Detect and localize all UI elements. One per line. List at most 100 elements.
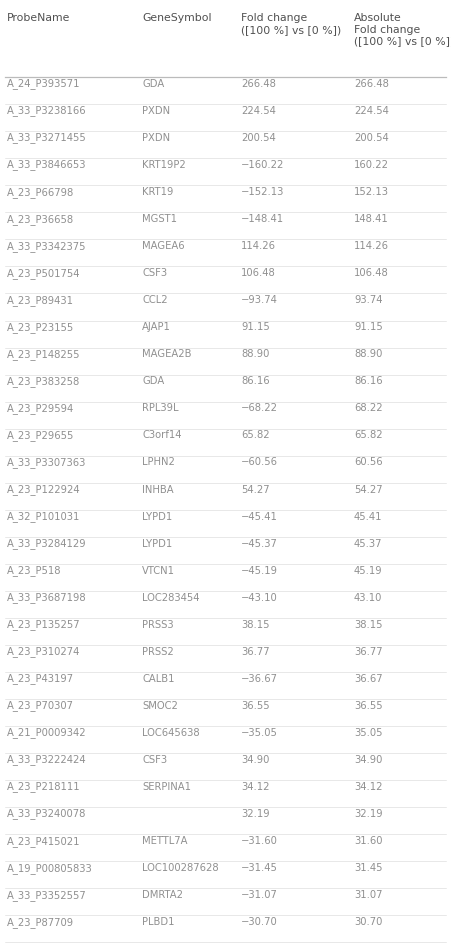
Text: CCL2: CCL2: [142, 295, 168, 306]
Text: SERPINA1: SERPINA1: [142, 782, 191, 792]
Text: MAGEA2B: MAGEA2B: [142, 349, 192, 359]
Text: 106.48: 106.48: [241, 268, 276, 278]
Text: A_33_P3342375: A_33_P3342375: [7, 241, 86, 251]
Text: GeneSymbol: GeneSymbol: [142, 13, 212, 24]
Text: 45.19: 45.19: [354, 565, 382, 576]
Text: 38.15: 38.15: [354, 620, 382, 629]
Text: A_23_P148255: A_23_P148255: [7, 348, 80, 360]
Text: 200.54: 200.54: [354, 133, 389, 143]
Text: 30.70: 30.70: [354, 917, 382, 927]
Text: 224.54: 224.54: [354, 106, 389, 116]
Text: A_23_P29594: A_23_P29594: [7, 403, 74, 414]
Text: A_33_P3352557: A_33_P3352557: [7, 890, 87, 901]
Text: 224.54: 224.54: [241, 106, 276, 116]
Text: −93.74: −93.74: [241, 295, 278, 306]
Text: A_23_P310274: A_23_P310274: [7, 646, 80, 657]
Text: A_23_P36658: A_23_P36658: [7, 213, 74, 225]
Text: A_33_P3238166: A_33_P3238166: [7, 106, 87, 116]
Text: −68.22: −68.22: [241, 404, 278, 413]
Text: PXDN: PXDN: [142, 133, 170, 143]
Text: A_23_P23155: A_23_P23155: [7, 322, 74, 332]
Text: 31.07: 31.07: [354, 890, 382, 901]
Text: 60.56: 60.56: [354, 458, 382, 467]
Text: 36.77: 36.77: [354, 646, 382, 657]
Text: 266.48: 266.48: [354, 79, 389, 89]
Text: 38.15: 38.15: [241, 620, 270, 629]
Text: A_33_P3687198: A_33_P3687198: [7, 592, 87, 604]
Text: C3orf14: C3orf14: [142, 430, 182, 441]
Text: 36.55: 36.55: [241, 701, 270, 711]
Text: LOC100287628: LOC100287628: [142, 863, 219, 873]
Text: A_33_P3222424: A_33_P3222424: [7, 755, 87, 765]
Text: AJAP1: AJAP1: [142, 323, 171, 332]
Text: 266.48: 266.48: [241, 79, 276, 89]
Text: 152.13: 152.13: [354, 187, 389, 197]
Text: 36.67: 36.67: [354, 674, 382, 684]
Text: 65.82: 65.82: [241, 430, 270, 441]
Text: −45.19: −45.19: [241, 565, 278, 576]
Text: GDA: GDA: [142, 79, 164, 89]
Text: −160.22: −160.22: [241, 160, 285, 170]
Text: LPHN2: LPHN2: [142, 458, 175, 467]
Text: CSF3: CSF3: [142, 268, 167, 278]
Text: A_23_P70307: A_23_P70307: [7, 701, 74, 711]
Text: −31.07: −31.07: [241, 890, 278, 901]
Text: LOC283454: LOC283454: [142, 593, 199, 603]
Text: A_23_P87709: A_23_P87709: [7, 917, 74, 927]
Text: 43.10: 43.10: [354, 593, 382, 603]
Text: −36.67: −36.67: [241, 674, 278, 684]
Text: 91.15: 91.15: [354, 323, 383, 332]
Text: 86.16: 86.16: [241, 376, 270, 387]
Text: 86.16: 86.16: [354, 376, 382, 387]
Text: −152.13: −152.13: [241, 187, 285, 197]
Text: 34.90: 34.90: [241, 755, 270, 765]
Text: 106.48: 106.48: [354, 268, 389, 278]
Text: LYPD1: LYPD1: [142, 539, 172, 548]
Text: A_23_P66798: A_23_P66798: [7, 187, 74, 197]
Text: A_33_P3284129: A_33_P3284129: [7, 538, 87, 549]
Text: VTCN1: VTCN1: [142, 565, 175, 576]
Text: A_23_P518: A_23_P518: [7, 565, 61, 576]
Text: 35.05: 35.05: [354, 728, 382, 738]
Text: −148.41: −148.41: [241, 214, 285, 224]
Text: LYPD1: LYPD1: [142, 511, 172, 522]
Text: 88.90: 88.90: [241, 349, 270, 359]
Text: RPL39L: RPL39L: [142, 404, 179, 413]
Text: 148.41: 148.41: [354, 214, 389, 224]
Text: A_23_P135257: A_23_P135257: [7, 620, 80, 630]
Text: A_33_P3307363: A_33_P3307363: [7, 457, 86, 468]
Text: PRSS2: PRSS2: [142, 646, 174, 657]
Text: ProbeName: ProbeName: [7, 13, 70, 24]
Text: A_24_P393571: A_24_P393571: [7, 78, 80, 89]
Text: −35.05: −35.05: [241, 728, 278, 738]
Text: 54.27: 54.27: [241, 485, 270, 494]
Text: −31.60: −31.60: [241, 836, 278, 846]
Text: A_23_P122924: A_23_P122924: [7, 484, 80, 495]
Text: −43.10: −43.10: [241, 593, 278, 603]
Text: −45.37: −45.37: [241, 539, 278, 548]
Text: DMRTA2: DMRTA2: [142, 890, 183, 901]
Text: A_23_P218111: A_23_P218111: [7, 782, 80, 792]
Text: Fold change
([100 %] vs [0 %]): Fold change ([100 %] vs [0 %]): [241, 13, 341, 35]
Text: 91.15: 91.15: [241, 323, 270, 332]
Text: A_23_P383258: A_23_P383258: [7, 376, 80, 387]
Text: 36.77: 36.77: [241, 646, 270, 657]
Text: A_33_P3271455: A_33_P3271455: [7, 132, 87, 144]
Text: 32.19: 32.19: [241, 809, 270, 819]
Text: A_19_P00805833: A_19_P00805833: [7, 863, 92, 874]
Text: A_23_P501754: A_23_P501754: [7, 268, 80, 279]
Text: −30.70: −30.70: [241, 917, 278, 927]
Text: CSF3: CSF3: [142, 755, 167, 765]
Text: 36.55: 36.55: [354, 701, 382, 711]
Text: 114.26: 114.26: [354, 241, 389, 251]
Text: 65.82: 65.82: [354, 430, 382, 441]
Text: 34.12: 34.12: [354, 782, 382, 792]
Text: A_23_P89431: A_23_P89431: [7, 295, 74, 306]
Text: PLBD1: PLBD1: [142, 917, 175, 927]
Text: MGST1: MGST1: [142, 214, 177, 224]
Text: PXDN: PXDN: [142, 106, 170, 116]
Text: INHBA: INHBA: [142, 485, 174, 494]
Text: A_33_P3846653: A_33_P3846653: [7, 160, 86, 170]
Text: PRSS3: PRSS3: [142, 620, 174, 629]
Text: 31.45: 31.45: [354, 863, 382, 873]
